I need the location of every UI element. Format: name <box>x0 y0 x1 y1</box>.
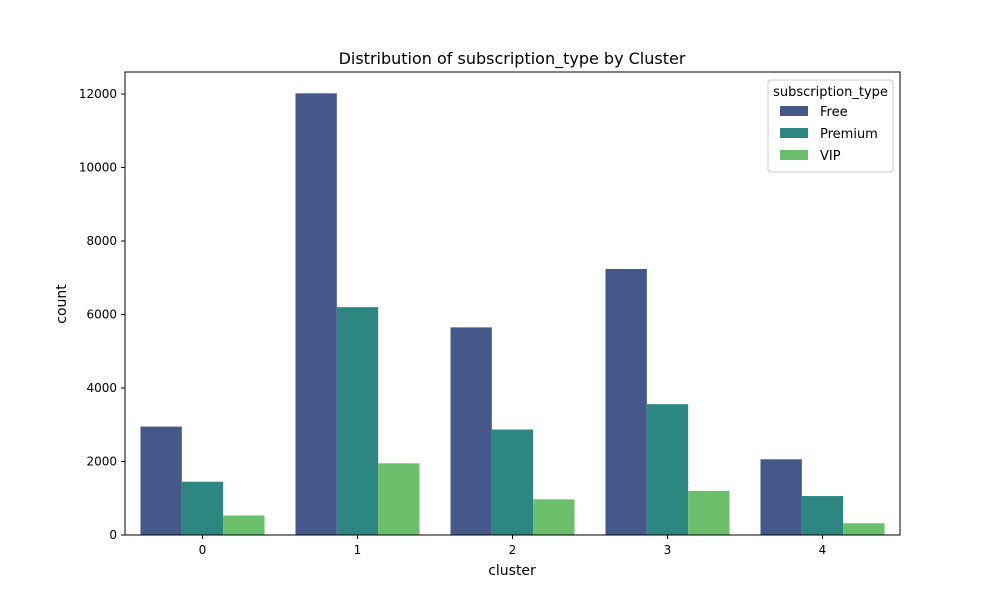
y-tick-label: 12000 <box>79 87 117 101</box>
y-tick-label: 4000 <box>86 381 117 395</box>
bar-premium-cluster-0 <box>181 481 224 535</box>
bar-free-cluster-0 <box>140 426 182 535</box>
y-tick-label: 6000 <box>86 308 117 322</box>
legend-label-premium: Premium <box>820 127 878 142</box>
y-tick-label: 8000 <box>86 234 117 248</box>
bar-free-cluster-1 <box>295 93 337 535</box>
y-tick-label: 2000 <box>86 455 117 469</box>
bar-vip-cluster-0 <box>223 515 265 535</box>
x-tick-label: 0 <box>199 543 207 557</box>
y-axis-label: count <box>54 284 70 324</box>
y-tick-label: 0 <box>109 528 117 542</box>
x-tick-label: 4 <box>819 543 827 557</box>
plot-area <box>124 71 901 536</box>
bar-vip-cluster-4 <box>843 523 885 535</box>
bar-premium-cluster-2 <box>491 429 534 535</box>
x-axis-label: cluster <box>488 563 536 579</box>
bar-free-cluster-4 <box>760 459 802 535</box>
legend-title: subscription_type <box>773 85 888 100</box>
x-tick-label: 2 <box>509 543 517 557</box>
y-axis: 0 2000 4000 6000 8000 10000 12000 <box>79 87 125 542</box>
legend-swatch-free <box>780 106 808 116</box>
legend-label-vip: VIP <box>820 149 841 164</box>
chart-title: Distribution of subscription_type by Clu… <box>339 49 686 69</box>
bar-vip-cluster-1 <box>378 463 420 535</box>
bar-vip-cluster-2 <box>533 499 575 535</box>
x-axis: 0 1 2 3 4 <box>199 535 827 557</box>
bar-premium-cluster-4 <box>801 496 844 535</box>
y-tick-label: 10000 <box>79 161 117 175</box>
legend-box <box>767 79 894 173</box>
bar-premium-cluster-1 <box>336 307 379 535</box>
bar-free-cluster-3 <box>605 268 647 535</box>
legend-swatch-premium <box>780 128 808 138</box>
bar-premium-cluster-3 <box>646 404 689 535</box>
legend-label-free: Free <box>820 105 848 120</box>
bar-free-cluster-2 <box>450 327 492 535</box>
bar-vip-cluster-3 <box>688 490 730 535</box>
x-tick-label: 3 <box>664 543 672 557</box>
x-tick-label: 1 <box>354 543 362 557</box>
legend: subscription_type Free Premium VIP <box>767 79 894 173</box>
legend-swatch-vip <box>780 150 808 160</box>
